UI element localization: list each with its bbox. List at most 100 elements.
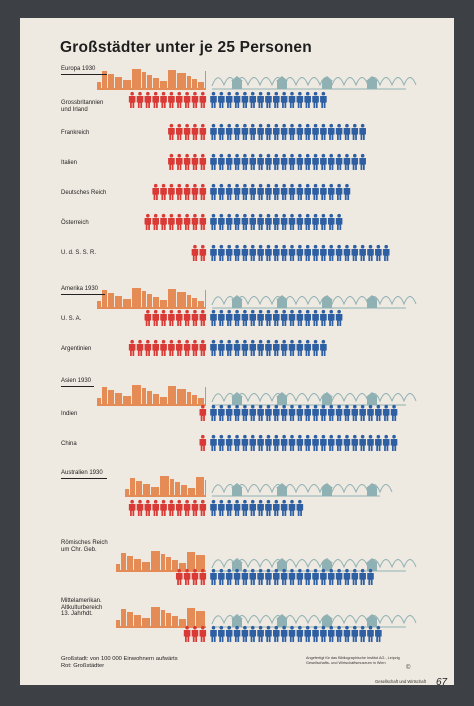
rural-person-in — [249, 404, 257, 421]
rural-person-cn — [390, 434, 398, 451]
rural-person-su — [382, 244, 390, 261]
rural-person-su — [359, 244, 366, 261]
rural-person-us — [335, 309, 343, 326]
rural-person-de — [265, 183, 272, 200]
rural-person-su — [304, 244, 311, 261]
rural-person-mx — [375, 625, 382, 642]
rural-person-rom — [351, 568, 359, 585]
urban-person-us — [144, 309, 152, 326]
rural-person-rom — [359, 568, 366, 585]
rural-person-it — [265, 153, 272, 170]
rural-person-in — [210, 404, 217, 421]
rural-person-mx — [265, 625, 272, 642]
rural-person-at — [312, 213, 319, 230]
rural-person-mx — [280, 625, 288, 642]
rural-person-cn — [327, 434, 335, 451]
urban-person-au — [191, 499, 199, 516]
urban-person-au — [199, 499, 207, 516]
region-label: Asien 1930 — [61, 378, 92, 384]
rural-person-in — [273, 404, 280, 421]
urban-person-ar — [183, 339, 191, 356]
urban-person-au — [152, 499, 159, 516]
rural-person-it — [210, 153, 217, 170]
urban-person-gb — [160, 91, 167, 108]
urban-person-de — [191, 183, 199, 200]
rural-person-rom — [265, 568, 272, 585]
rural-person-fr — [257, 123, 264, 140]
rural-person-su — [210, 244, 217, 261]
urban-person-ar — [136, 339, 144, 356]
urban-person-fr — [191, 123, 199, 140]
urban-person-ar — [152, 339, 159, 356]
urban-person-us — [183, 309, 191, 326]
rural-person-mx — [367, 625, 374, 642]
rural-person-su — [241, 244, 249, 261]
credit-line-2: Gesellschafts- und Wirtschaftsmuseum in … — [306, 661, 386, 665]
rural-person-rom — [288, 568, 296, 585]
rural-person-cn — [218, 434, 225, 451]
urban-person-at — [175, 213, 183, 230]
land-illustration-europe — [211, 76, 417, 90]
section-label: Gesellschaft und Wirtschaft — [375, 679, 426, 684]
city-illustration-europe — [97, 69, 206, 90]
row-label-in: Indien — [61, 411, 78, 417]
city-illustration-america — [97, 288, 206, 309]
region-label: Australien 1930 — [61, 470, 103, 476]
rural-person-cn — [312, 434, 319, 451]
city-illustration-australia — [125, 476, 206, 497]
rural-person-gb — [320, 91, 327, 108]
rural-person-gb — [265, 91, 272, 108]
rural-person-fr — [327, 123, 335, 140]
urban-person-fr — [199, 123, 207, 140]
rural-person-au — [265, 499, 272, 516]
rural-person-cn — [304, 434, 311, 451]
rural-person-fr — [351, 123, 359, 140]
rural-person-rom — [249, 568, 257, 585]
copyright-mark: © — [406, 665, 411, 671]
rural-person-it — [241, 153, 249, 170]
rural-person-it — [273, 153, 280, 170]
rural-person-fr — [359, 123, 366, 140]
rural-person-rom — [296, 568, 304, 585]
urban-person-us — [168, 309, 175, 326]
urban-person-gb — [144, 91, 152, 108]
urban-person-au — [136, 499, 144, 516]
rural-person-in — [280, 404, 288, 421]
rural-person-in — [265, 404, 272, 421]
rural-person-cn — [320, 434, 327, 451]
rural-person-it — [218, 153, 225, 170]
rural-person-cn — [351, 434, 359, 451]
rural-person-de — [218, 183, 225, 200]
urban-person-mx — [199, 625, 207, 642]
rural-person-au — [249, 499, 257, 516]
row-label-it: Italien — [61, 160, 78, 166]
land-illustration-australia — [211, 483, 393, 497]
rural-person-fr — [320, 123, 327, 140]
rural-person-in — [390, 404, 398, 421]
rural-person-cn — [375, 434, 382, 451]
rural-person-su — [233, 244, 241, 261]
rural-person-it — [249, 153, 257, 170]
urban-person-at — [191, 213, 199, 230]
rural-person-us — [304, 309, 311, 326]
row-label-mx: Mittelamerikan. Altkulturbereich 13. Jah… — [61, 598, 103, 618]
rural-person-cn — [225, 434, 233, 451]
rural-person-rom — [280, 568, 288, 585]
urban-person-gb — [168, 91, 175, 108]
rural-person-au — [233, 499, 241, 516]
rural-person-su — [312, 244, 319, 261]
urban-person-it — [175, 153, 183, 170]
rural-person-cn — [280, 434, 288, 451]
credit-line-1: Angefertigt für das Bibliographische Ins… — [306, 656, 400, 660]
rural-person-au — [241, 499, 249, 516]
legend-red: Rot: Großstädter — [61, 663, 105, 669]
rural-person-su — [225, 244, 233, 261]
rural-person-us — [241, 309, 249, 326]
urban-person-su — [199, 244, 207, 261]
rural-person-mx — [233, 625, 241, 642]
urban-person-it — [183, 153, 191, 170]
rural-person-su — [375, 244, 382, 261]
urban-person-de — [160, 183, 167, 200]
rural-person-mx — [320, 625, 327, 642]
